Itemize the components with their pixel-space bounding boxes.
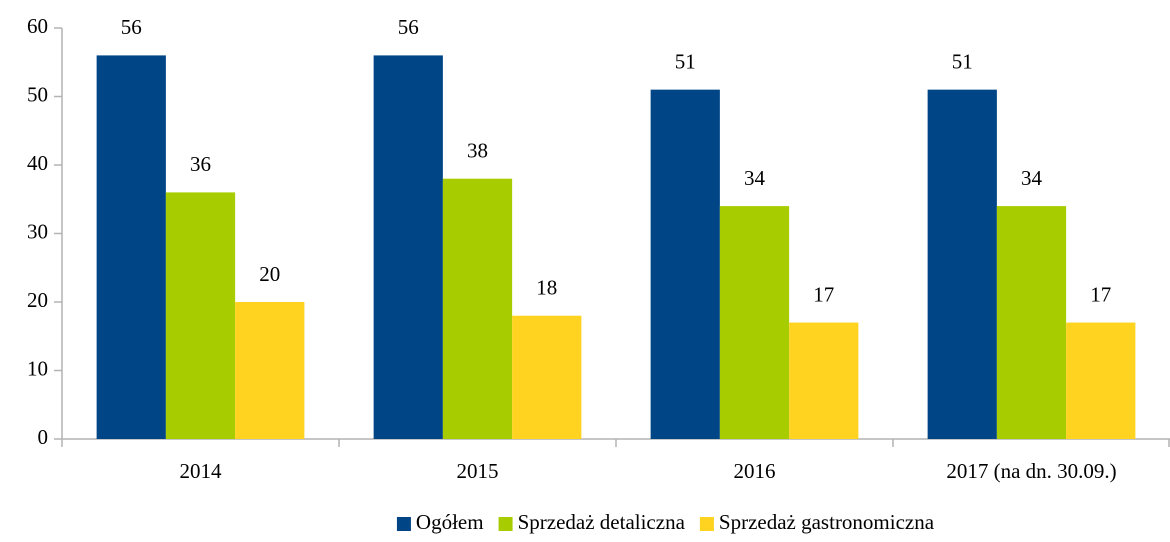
x-tick-label: 2015 (457, 459, 499, 483)
data-label: 17 (813, 282, 834, 306)
bar (1066, 322, 1136, 439)
x-tick-label: 2014 (180, 459, 223, 483)
bar (235, 302, 305, 439)
data-label: 36 (190, 152, 211, 176)
legend-label: Ogółem (416, 510, 484, 534)
bar (927, 89, 997, 440)
bar (650, 89, 720, 440)
data-label: 56 (398, 15, 419, 39)
bar (373, 55, 443, 440)
data-label: 51 (675, 49, 696, 73)
bar (789, 322, 859, 439)
y-tick-label: 0 (38, 425, 49, 449)
x-tick-label: 2016 (734, 459, 776, 483)
y-tick-label: 40 (27, 151, 48, 175)
data-label: 56 (121, 15, 142, 39)
data-label: 38 (467, 139, 488, 163)
legend-swatch (498, 517, 513, 531)
bar (719, 206, 790, 439)
data-label: 34 (744, 166, 766, 190)
data-label: 17 (1090, 282, 1111, 306)
y-tick-label: 50 (27, 82, 48, 106)
bar (442, 178, 513, 439)
data-label: 18 (536, 276, 557, 300)
legend-label: Sprzedaż detaliczna (518, 510, 686, 534)
bar (96, 55, 166, 440)
y-tick-label: 20 (27, 288, 48, 312)
bar (996, 206, 1067, 439)
legend-swatch (699, 517, 714, 531)
y-tick-label: 30 (27, 219, 48, 243)
y-tick-label: 10 (27, 356, 48, 380)
bar (512, 315, 582, 439)
data-label: 34 (1021, 166, 1043, 190)
data-label: 51 (952, 49, 973, 73)
x-tick-label: 2017 (na dn. 30.09.) (946, 459, 1116, 483)
legend-label: Sprzedaż gastronomiczna (719, 510, 935, 534)
y-tick-label: 60 (27, 14, 48, 38)
bar (165, 192, 236, 439)
legend-swatch (396, 517, 411, 531)
data-label: 20 (259, 262, 280, 286)
